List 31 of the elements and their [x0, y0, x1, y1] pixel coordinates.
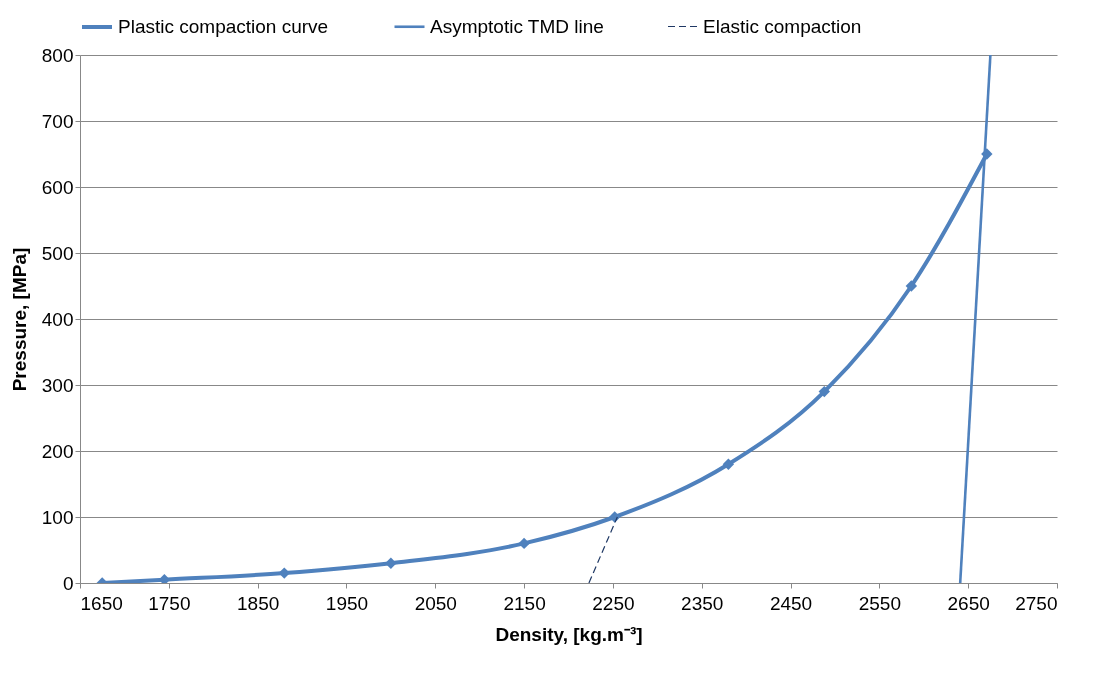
x-tick-label: 2650 [947, 592, 990, 614]
x-tick-label: 2150 [503, 592, 546, 614]
y-tick-label: 300 [41, 374, 74, 396]
y-tick-label: 500 [41, 242, 74, 264]
x-axis-title: Density, [kg.m⁻³] [495, 623, 643, 645]
point [905, 280, 918, 292]
y-tick-label: 100 [41, 506, 74, 528]
y-tick-label: 800 [41, 44, 74, 66]
legend-label: Elastic compaction [703, 15, 862, 37]
point [722, 458, 735, 470]
x-tick-label: 2450 [769, 592, 813, 614]
y-tick-label: 400 [41, 308, 74, 330]
legend-label: Plastic compaction curve [118, 16, 329, 37]
x-tick-label: 2750 [1015, 592, 1058, 614]
y-tick-label: 600 [41, 176, 74, 198]
y-axis-title: Pressure, [MPa] [8, 247, 30, 392]
x-tick-label: 1950 [325, 592, 369, 614]
x-tick-label: 1750 [148, 592, 191, 614]
y-tick-label: 700 [41, 110, 74, 132]
point [518, 537, 530, 550]
y-tick-label: 200 [41, 440, 74, 462]
y-tick-label: 0 [62, 572, 74, 594]
x-tick-label: 2250 [592, 592, 635, 614]
x-tick-label: 2050 [414, 592, 457, 614]
point [818, 385, 830, 398]
point [385, 557, 397, 569]
x-tick-label: 2550 [858, 592, 901, 614]
x-tick-label: 1650 [80, 592, 123, 614]
x-tick-label: 1850 [237, 592, 280, 614]
legend-label: Asymptotic TMD line [430, 15, 604, 37]
x-tick-label: 2350 [681, 592, 724, 614]
